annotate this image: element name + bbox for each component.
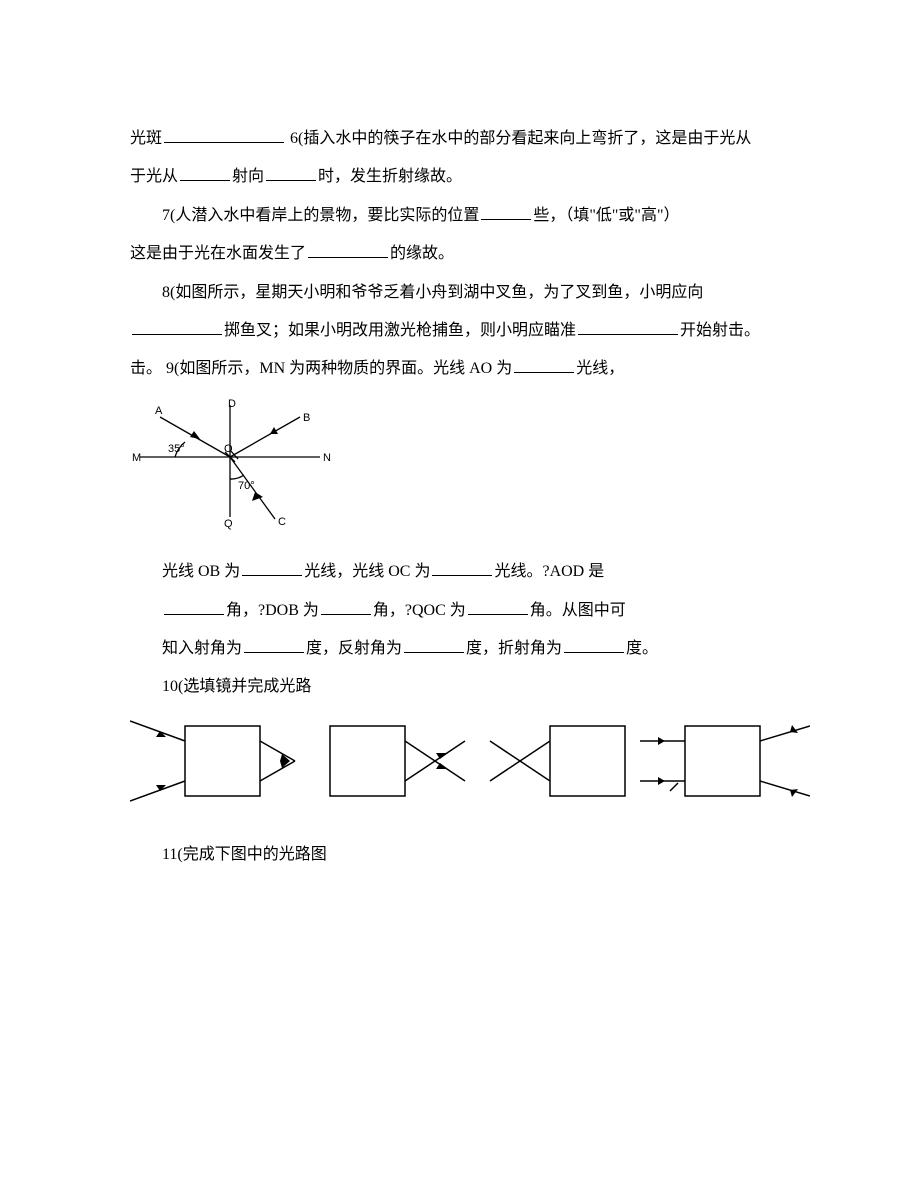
blank [564,634,624,653]
label-d: D [228,398,236,410]
q5-prefix: 光斑 [130,130,162,147]
q9-t8: 度，折射角为 [466,640,562,657]
blank [180,163,230,182]
q8-t3: 开始射击。 [680,322,760,339]
q9-diagram: A D B M O N Q C 35° 70° [130,397,810,547]
q8-t1: 8(如图所示，星期天小明和爷爷乏着小舟到湖中叉鱼，为了叉到鱼，小明应向 [162,284,703,301]
lens-boxes-diagram [130,711,810,811]
line-q9c: 角，?DOB 为 角，?QOC 为 角。从图中可 [130,592,810,630]
blank [514,355,574,374]
blank [242,558,302,577]
q8-t2a: 掷鱼叉；如果小明改用激光枪捕鱼，则小明应瞄准 [224,322,576,339]
label-o: O [224,443,233,455]
line-q5-q6: 光斑 6(插入水中的筷子在水中的部分看起来向上弯折了，这是由于光从 [130,120,810,158]
line-q9b: 光线 OB 为 光线，光线 OC 为 光线。?AOD 是 [130,553,810,591]
q9-t0: 9(如图所示，MN 为两种物质的界面。光线 AO 为 [166,360,512,377]
q9-t3: 光线。?AOD 是 [494,563,604,580]
q10-diagram [130,711,810,826]
q9-t5: 角，?QOC 为 [373,602,466,619]
blank [321,596,371,615]
blank [308,240,388,259]
line-q6b: 于光从 射向 时，发生折射缘故。 [130,158,810,196]
line-q7b: 这是由于光在水面发生了 的缘故。 [130,235,810,273]
q6-b: 于光从 [130,168,178,185]
q7-t1: 7(人潜入水中看岸上的景物，要比实际的位置 [162,207,479,224]
q8-end: 击。 [130,360,162,377]
q7-t3: 的缘故。 [390,245,454,262]
q10-title: 10(选填镜并完成光路 [130,668,810,706]
label-q: Q [224,518,233,530]
label-35: 35° [168,443,185,455]
q9-t6a: 角。从图中可 [530,602,626,619]
q9-t6b: 知入射角为 [162,640,242,657]
blank [132,316,222,335]
q6-t2: 射向 [232,168,264,185]
blank [244,634,304,653]
q9-t7: 度，反射角为 [306,640,402,657]
q6-t1: 6(插入水中的筷子在水中的部分看起来向上弯折了，这是由于光从 [290,130,751,147]
document-page: 光斑 6(插入水中的筷子在水中的部分看起来向上弯折了，这是由于光从 于光从 射向 时… [0,0,920,934]
label-m: M [132,452,141,464]
q7-b: 这是由于光在水面发生了 [130,245,306,262]
q9-t0b: 光线， [576,360,624,377]
q6-t3: 时，发生折射缘故。 [318,168,462,185]
blank [432,558,492,577]
blank [404,634,464,653]
q11-title: 11(完成下图中的光路图 [130,836,810,874]
q9-t1: 光线 OB 为 [162,563,240,580]
refraction-diagram: A D B M O N Q C 35° 70° [130,397,340,532]
line-q8b: 掷鱼叉；如果小明改用激光枪捕鱼，则小明应瞄准 开始射击。 [130,312,810,350]
line-q8: 8(如图所示，星期天小明和爷爷乏着小舟到湖中叉鱼，为了叉到鱼，小明应向 [130,274,810,312]
blank [164,124,284,143]
q9-t2: 光线，光线 OC 为 [304,563,430,580]
blank [468,596,528,615]
q7-t2a: 些，（填"低"或"高"） [533,207,679,224]
label-70: 70° [238,480,255,492]
line-q7: 7(人潜入水中看岸上的景物，要比实际的位置 些，（填"低"或"高"） [130,197,810,235]
q9-t4: 角，?DOB 为 [226,602,319,619]
label-n: N [323,452,331,464]
blank [578,316,678,335]
blank [481,201,531,220]
label-b: B [303,412,310,424]
line-q8c-q9a: 击。 9(如图所示，MN 为两种物质的界面。光线 AO 为 光线， [130,350,810,388]
label-c: C [278,516,286,528]
line-q9d: 知入射角为 度，反射角为 度，折射角为 度。 [130,630,810,668]
blank [164,596,224,615]
blank [266,163,316,182]
label-a: A [155,405,163,417]
q9-t9: 度。 [626,640,658,657]
